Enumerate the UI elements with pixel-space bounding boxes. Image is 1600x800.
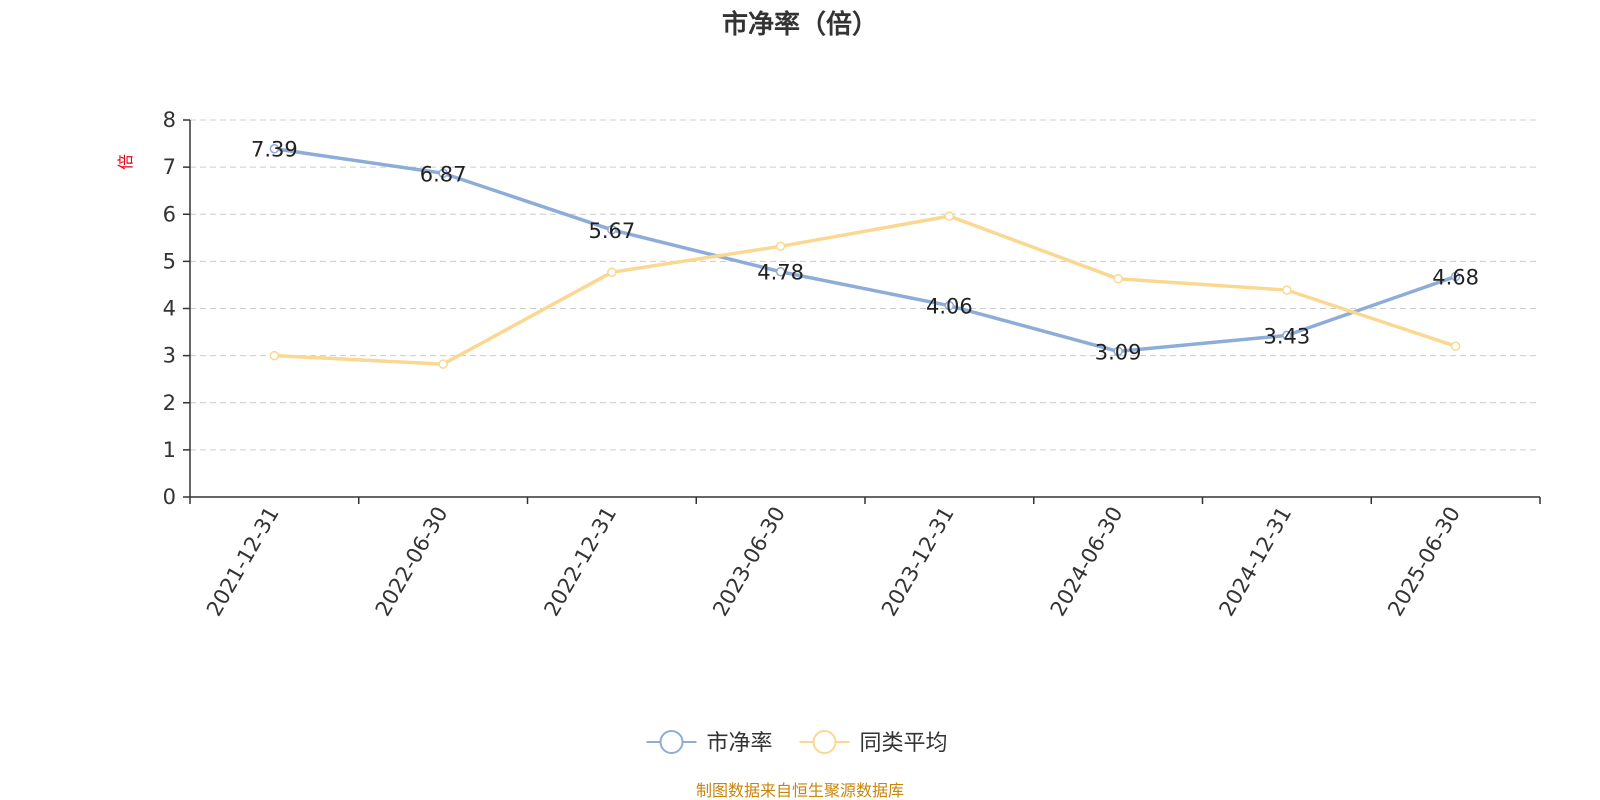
series-2-point: [1282, 285, 1292, 295]
legend-label: 同类平均: [860, 731, 948, 756]
data-label: 6.87: [420, 162, 467, 186]
source-note: 制图数据来自恒生聚源数据库: [696, 781, 904, 800]
data-label: 4.78: [757, 261, 804, 285]
x-tick-label: 2022-12-31: [539, 503, 621, 621]
x-tick-label: 2022-06-30: [371, 503, 453, 621]
series-2-point: [269, 350, 280, 361]
x-tick-label: 2023-06-30: [708, 503, 790, 621]
x-tick-label: 2025-06-30: [1383, 503, 1465, 621]
x-tick-label: 2024-12-31: [1214, 503, 1296, 621]
series-1-point: [1450, 271, 1461, 282]
series-1-point: [607, 225, 617, 235]
axes: 0 1 2 3 4 5 6 7 8 2021-12-31 2022-06-30 2022-12-31 2…: [163, 108, 1541, 621]
data-label: 3.09: [1095, 340, 1142, 364]
series-line-2: [274, 214, 1457, 366]
y-tick-label: 3: [163, 344, 176, 368]
series-2-point: [1113, 274, 1123, 284]
data-label: 4.06: [926, 295, 973, 319]
series-1-point: [269, 143, 280, 154]
legend-label: 市净率: [707, 731, 773, 756]
y-tick-label: 4: [163, 297, 176, 321]
y-tick-label: 6: [163, 202, 176, 226]
series-lines: [269, 143, 1461, 369]
data-label: 4.68: [1432, 265, 1479, 289]
legend-item[interactable]: 同类平均: [799, 730, 948, 756]
x-tick-label: 2024-06-30: [1046, 503, 1128, 621]
series-2-point: [607, 267, 617, 277]
y-tick-label: 1: [163, 438, 176, 462]
y-tick-label: 5: [163, 249, 176, 273]
series-1-point: [1282, 330, 1292, 341]
series-2-point: [1450, 341, 1461, 351]
series-1-point: [1113, 346, 1123, 357]
chart-title: 市净率（倍）: [722, 9, 878, 40]
legend-item[interactable]: 市净率: [646, 730, 773, 756]
data-label: 5.67: [588, 219, 635, 243]
y-tick-label: 0: [163, 485, 176, 509]
y-tick-label: 7: [163, 155, 176, 179]
y-tick-label: 8: [163, 108, 176, 132]
legend-marker-icon: [659, 730, 684, 754]
data-label: 3.43: [1263, 324, 1310, 348]
series-2-point: [775, 241, 786, 252]
series-1-point: [775, 266, 786, 277]
series-2-point: [944, 211, 955, 221]
y-axis-unit: 倍: [116, 154, 135, 170]
legend-marker-icon: [812, 730, 837, 754]
data-labels: 7.39 6.87 5.67 4.78 4.06 3.09 3.43 4.68: [251, 138, 1479, 365]
legend[interactable]: 市净率 同类平均: [646, 730, 948, 756]
series-1-point: [944, 300, 955, 311]
grid-lines: [190, 119, 1540, 451]
data-label: 7.39: [251, 138, 298, 162]
series-2-point: [438, 359, 448, 369]
y-tick-label: 2: [163, 391, 176, 415]
series-line-1: [274, 147, 1457, 354]
x-tick-label: 2021-12-31: [202, 503, 284, 621]
series-1-point: [438, 168, 448, 179]
x-tick-label: 2023-12-31: [877, 503, 959, 621]
